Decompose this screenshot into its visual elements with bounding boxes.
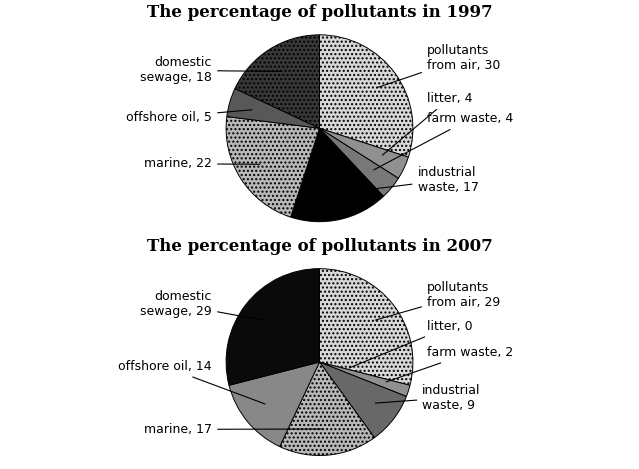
Text: litter, 0: litter, 0	[350, 320, 473, 368]
Text: domestic
sewage, 18: domestic sewage, 18	[140, 56, 281, 84]
Wedge shape	[229, 362, 320, 446]
Text: farm waste, 2: farm waste, 2	[386, 346, 513, 382]
Wedge shape	[320, 362, 410, 386]
Text: industrial
waste, 9: industrial waste, 9	[376, 384, 481, 412]
Text: marine, 17: marine, 17	[144, 423, 323, 436]
Text: pollutants
from air, 30: pollutants from air, 30	[376, 44, 500, 88]
Text: pollutants
from air, 29: pollutants from air, 29	[375, 281, 500, 320]
Wedge shape	[226, 269, 320, 386]
Text: farm waste, 4: farm waste, 4	[374, 113, 513, 170]
Text: offshore oil, 5: offshore oil, 5	[126, 110, 252, 123]
Text: domestic
sewage, 29: domestic sewage, 29	[141, 290, 264, 320]
Wedge shape	[280, 362, 374, 455]
Wedge shape	[291, 128, 383, 222]
Title: The percentage of pollutants in 1997: The percentage of pollutants in 1997	[147, 4, 492, 21]
Text: litter, 4: litter, 4	[383, 92, 472, 155]
Wedge shape	[227, 89, 320, 128]
Text: offshore oil, 14: offshore oil, 14	[118, 360, 265, 404]
Wedge shape	[320, 128, 408, 178]
Wedge shape	[226, 117, 320, 217]
Wedge shape	[320, 362, 406, 438]
Title: The percentage of pollutants in 2007: The percentage of pollutants in 2007	[146, 238, 493, 255]
Wedge shape	[320, 35, 413, 157]
Wedge shape	[235, 35, 320, 128]
Text: industrial
waste, 17: industrial waste, 17	[337, 166, 479, 194]
Text: marine, 22: marine, 22	[144, 157, 260, 170]
Wedge shape	[320, 269, 413, 386]
Wedge shape	[320, 362, 410, 396]
Wedge shape	[320, 128, 398, 197]
